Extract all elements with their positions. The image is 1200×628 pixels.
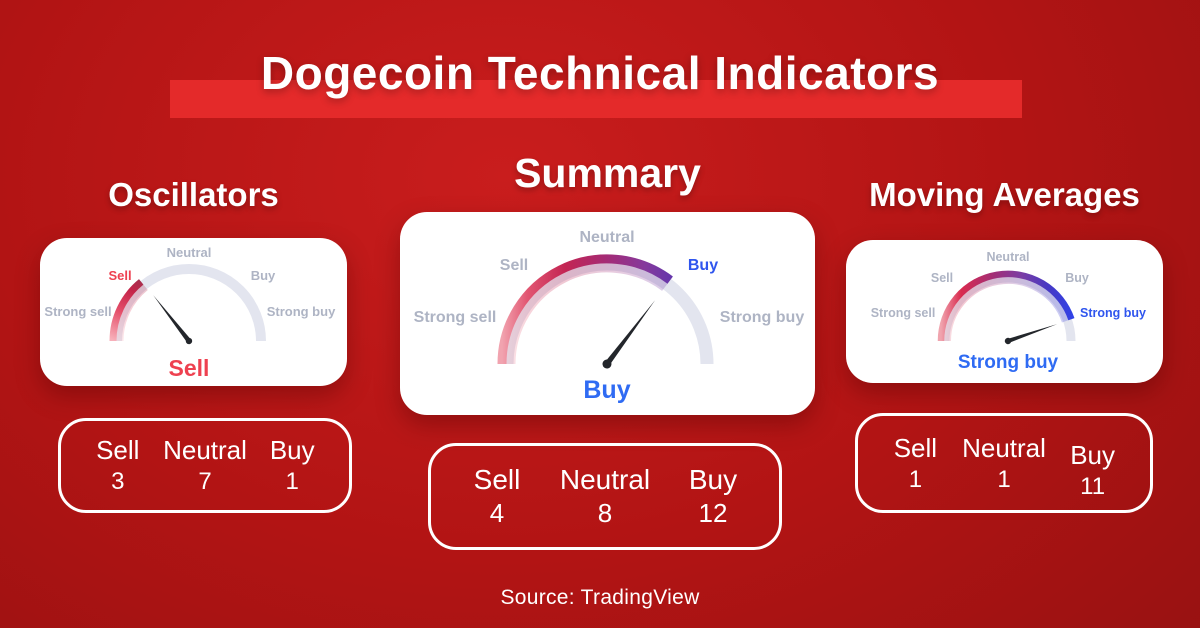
scale-label-sell: Sell (500, 257, 528, 274)
scale-label-neutral: Neutral (167, 245, 212, 260)
moving-averages-counts-box: Sell Neutral Buy 1 1 11 (855, 413, 1153, 513)
counts-header-sell: Sell (96, 435, 140, 465)
scale-label-strong-buy: Strong buy (720, 309, 805, 326)
neutral-count: 7 (198, 468, 212, 495)
counts-header-sell: Sell (473, 464, 521, 495)
counts-header-neutral: Neutral (163, 435, 247, 465)
scale-label-buy: Buy (688, 257, 718, 274)
counts-header-sell: Sell (893, 432, 938, 463)
verdict-label: Sell (169, 355, 210, 381)
gauge-fill-faded (110, 279, 148, 342)
scale-label-strong-sell: Strong sell (414, 309, 497, 326)
oscillators-gauge-chart: Neutral Sell Buy Strong sell Strong buy … (44, 245, 336, 381)
gauge-needle (153, 295, 193, 345)
scale-label-strong-sell: Strong sell (44, 304, 111, 319)
gauge-fill-faded (939, 271, 1074, 342)
counts-header-neutral: Neutral (559, 464, 651, 495)
scale-label-sell: Sell (108, 268, 131, 283)
scale-label-strong-buy: Strong buy (267, 304, 336, 319)
counts-header-buy: Buy (1070, 439, 1116, 470)
moving-averages-gauge-card: Neutral Sell Buy Strong sell Strong buy … (846, 240, 1163, 383)
scale-label-neutral: Neutral (579, 229, 634, 246)
page-title: Dogecoin Technical Indicators (260, 47, 940, 99)
gauge-needle (602, 300, 656, 369)
buy-count: 11 (1080, 472, 1106, 500)
gauge-fill (109, 279, 144, 342)
gauge-fill (937, 270, 1075, 342)
gauge-fill (497, 254, 673, 365)
neutral-count: 8 (597, 498, 613, 528)
counts-header-buy: Buy (688, 464, 738, 495)
buy-count: 12 (698, 498, 728, 528)
verdict-label: Buy (583, 376, 630, 404)
summary-heading: Summary (514, 150, 701, 196)
oscillators-heading: Oscillators (108, 176, 279, 213)
title-banner (170, 80, 1022, 118)
summary-counts-box: Sell Neutral Buy 4 8 12 (428, 443, 782, 550)
summary-gauge-chart: Neutral Sell Buy Strong sell Strong buy … (414, 229, 805, 404)
oscillators-gauge-card: Neutral Sell Buy Strong sell Strong buy … (40, 238, 347, 386)
scale-label-neutral: Neutral (986, 250, 1029, 264)
counts-header-neutral: Neutral (962, 432, 1046, 463)
scale-label-sell: Sell (931, 271, 953, 285)
neutral-count: 1 (997, 465, 1011, 493)
buy-count: 1 (285, 468, 299, 495)
gauge-track (500, 257, 714, 365)
summary-gauge-card: Neutral Sell Buy Strong sell Strong buy … (400, 212, 815, 415)
verdict-label: Strong buy (958, 352, 1059, 373)
moving-averages-gauge-chart: Neutral Sell Buy Strong sell Strong buy … (871, 250, 1146, 373)
sell-count: 4 (489, 498, 505, 528)
scale-label-strong-buy: Strong buy (1080, 306, 1146, 320)
scale-label-strong-sell: Strong sell (871, 306, 936, 320)
source-note: Source: TradingView (500, 586, 700, 609)
scale-label-buy: Buy (251, 268, 276, 283)
counts-header-buy: Buy (269, 435, 315, 465)
gauge-fill-faded (498, 255, 673, 365)
scale-label-buy: Buy (1065, 271, 1089, 285)
moving-averages-heading: Moving Averages (869, 176, 1140, 213)
sell-count: 3 (111, 468, 125, 495)
oscillators-counts-box: Sell Neutral Buy 3 7 1 (58, 418, 352, 513)
sell-count: 1 (908, 465, 923, 493)
gauge-needle (1004, 324, 1058, 345)
